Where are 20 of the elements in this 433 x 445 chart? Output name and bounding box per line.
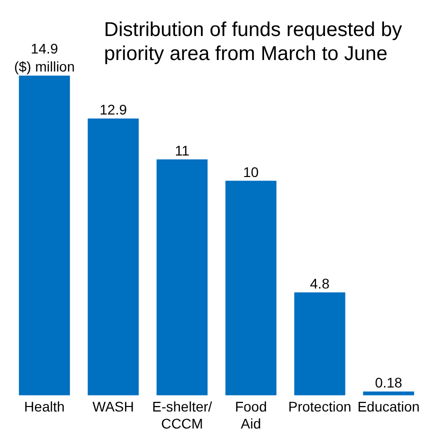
x-tick-label: E-shelter/ CCCM	[152, 398, 212, 432]
x-tick-label: Food Aid	[234, 398, 267, 432]
chart-title: Distribution of funds requested by priority area from March to June	[104, 18, 403, 66]
x-tick-label: WASH	[92, 398, 134, 415]
bar	[156, 159, 208, 396]
data-label: 14.9	[30, 40, 58, 57]
x-tick-label: Education	[357, 398, 420, 415]
bar	[294, 292, 346, 396]
data-label: 0.18	[374, 374, 402, 391]
bar	[88, 118, 139, 396]
data-label: 10	[243, 164, 259, 180]
data-label: 4.8	[310, 275, 330, 292]
data-label: 12.9	[100, 102, 128, 118]
annotation: ($) million	[14, 58, 75, 75]
data-label: 11	[174, 142, 190, 158]
x-tick-label: Health	[24, 398, 65, 415]
bar	[363, 392, 414, 396]
bar	[18, 76, 70, 396]
bar	[225, 180, 276, 396]
x-tick-label: Protection	[288, 398, 352, 415]
